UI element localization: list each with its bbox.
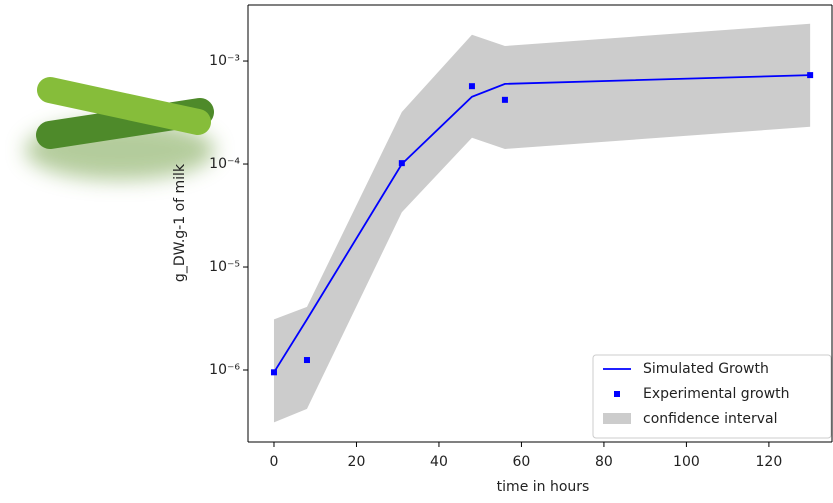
x-tick-label: 60 <box>513 454 531 470</box>
data-point <box>398 160 405 167</box>
legend-patch <box>603 413 631 424</box>
growth-line <box>273 74 811 373</box>
x-tick-label: 80 <box>595 454 613 470</box>
data-point <box>807 72 814 79</box>
data-point <box>303 357 310 364</box>
y-tick-label: 10⁻³ <box>209 53 240 69</box>
x-tick-label: 100 <box>673 454 700 470</box>
x-tick-label: 40 <box>430 454 448 470</box>
data-point <box>468 83 475 90</box>
legend-label: Experimental growth <box>643 386 790 402</box>
legend-marker <box>614 391 620 397</box>
y-tick-label: 10⁻⁵ <box>209 259 240 275</box>
x-tick-label: 20 <box>348 454 366 470</box>
legend-frame <box>592 354 832 439</box>
x-axis-label: time in hours <box>497 479 590 495</box>
data-point <box>270 369 277 376</box>
confidence-band <box>273 23 811 423</box>
legend: Simulated Growth Experimental growth confi… <box>592 354 832 439</box>
x-tick-label: 120 <box>756 454 783 470</box>
legend-label: Simulated Growth <box>643 361 769 377</box>
y-axis-label: g_DW.g-1 of milk <box>172 163 188 282</box>
x-tick-label: 0 <box>270 454 279 470</box>
legend-label: confidence interval <box>643 411 777 427</box>
logo <box>25 77 215 180</box>
y-tick-label: 10⁻⁴ <box>209 156 240 172</box>
data-point <box>501 96 508 103</box>
y-tick-label: 10⁻⁶ <box>209 362 240 378</box>
